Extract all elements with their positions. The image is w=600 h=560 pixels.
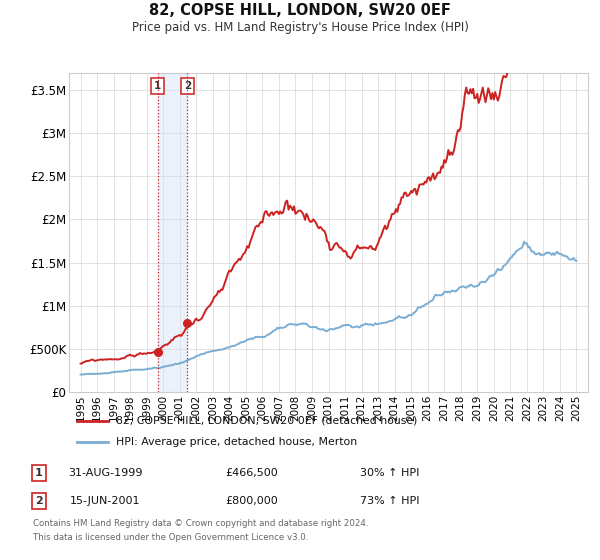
Text: £466,500: £466,500 xyxy=(226,468,278,478)
Text: 82, COPSE HILL, LONDON, SW20 0EF: 82, COPSE HILL, LONDON, SW20 0EF xyxy=(149,3,451,18)
Text: HPI: Average price, detached house, Merton: HPI: Average price, detached house, Mert… xyxy=(116,437,357,446)
Text: £800,000: £800,000 xyxy=(226,496,278,506)
Text: 2: 2 xyxy=(184,81,191,91)
Text: 1: 1 xyxy=(35,468,43,478)
Text: 2: 2 xyxy=(35,496,43,506)
Bar xyxy=(158,73,187,392)
Text: 31-AUG-1999: 31-AUG-1999 xyxy=(68,468,142,478)
Text: 15-JUN-2001: 15-JUN-2001 xyxy=(70,496,140,506)
Text: Contains HM Land Registry data © Crown copyright and database right 2024.: Contains HM Land Registry data © Crown c… xyxy=(33,519,368,528)
Text: 73% ↑ HPI: 73% ↑ HPI xyxy=(360,496,420,506)
Text: Price paid vs. HM Land Registry's House Price Index (HPI): Price paid vs. HM Land Registry's House … xyxy=(131,21,469,34)
Text: 82, COPSE HILL, LONDON, SW20 0EF (detached house): 82, COPSE HILL, LONDON, SW20 0EF (detach… xyxy=(116,416,417,426)
Text: 1: 1 xyxy=(154,81,161,91)
Text: 30% ↑ HPI: 30% ↑ HPI xyxy=(361,468,419,478)
Text: This data is licensed under the Open Government Licence v3.0.: This data is licensed under the Open Gov… xyxy=(33,533,308,542)
